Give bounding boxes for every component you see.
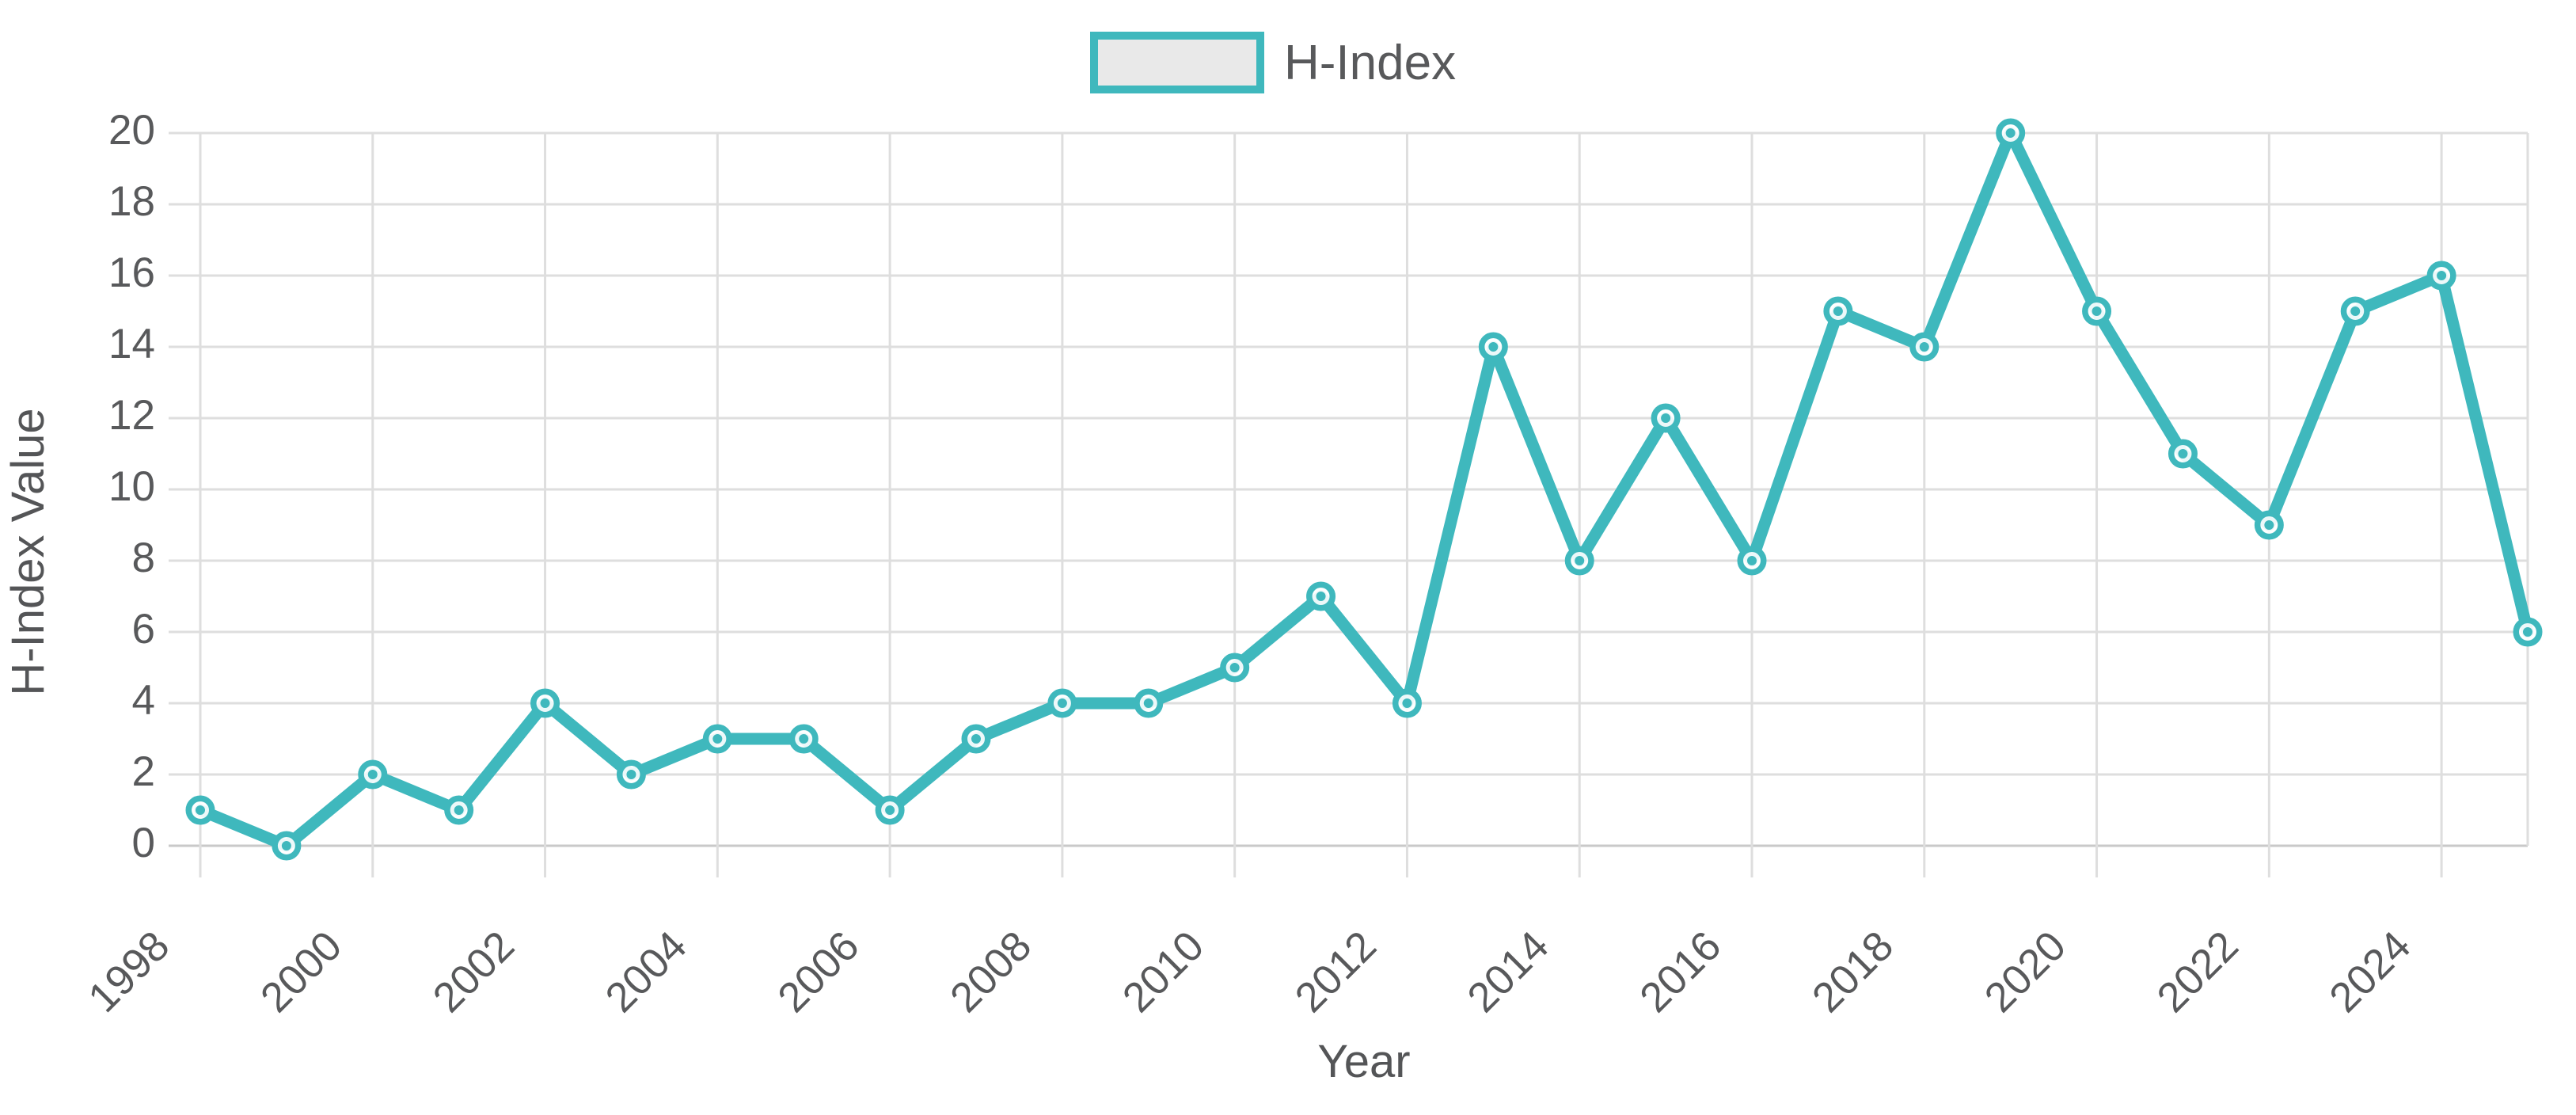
data-point-inner-ring: [881, 801, 899, 819]
y-tick-label: 6: [132, 606, 155, 653]
y-tick-label: 4: [132, 677, 155, 724]
x-tick-label: 2010: [1114, 923, 1213, 1022]
data-point[interactable]: [2082, 296, 2112, 326]
data-point[interactable]: [1220, 653, 1250, 683]
data-point-inner-ring: [622, 766, 640, 783]
y-tick-label: 14: [108, 321, 155, 367]
data-point[interactable]: [2513, 617, 2543, 647]
x-axis-title: Year: [1317, 1036, 1410, 1087]
data-point-inner-ring: [2519, 623, 2536, 641]
series-line: [194, 127, 2534, 852]
data-point-inner-ring: [2001, 124, 2019, 142]
data-point-inner-ring: [277, 837, 295, 854]
data-point[interactable]: [530, 688, 560, 718]
y-tick-label: 8: [132, 535, 155, 581]
grid-layer: [169, 131, 2529, 877]
data-point[interactable]: [272, 831, 302, 861]
data-point[interactable]: [1134, 688, 1164, 718]
legend-label: H-Index: [1284, 35, 1457, 90]
data-point[interactable]: [788, 724, 819, 754]
data-point[interactable]: [1392, 688, 1422, 718]
data-point-inner-ring: [795, 730, 813, 748]
data-point[interactable]: [1047, 688, 1077, 718]
data-point-inner-ring: [363, 766, 382, 783]
data-point-inner-ring: [1225, 659, 1244, 676]
x-tick-label: 2024: [2321, 923, 2420, 1022]
data-point[interactable]: [185, 795, 215, 825]
data-point[interactable]: [2426, 261, 2456, 291]
data-point[interactable]: [875, 795, 905, 825]
y-tick-label: 18: [108, 178, 155, 225]
data-point[interactable]: [1909, 332, 1940, 362]
legend-swatch: [1090, 32, 1264, 93]
y-tick-label: 2: [132, 748, 155, 795]
data-point[interactable]: [616, 759, 646, 790]
data-point[interactable]: [2254, 510, 2284, 540]
data-point-inner-ring: [1053, 694, 1071, 712]
data-point-inner-ring: [2174, 445, 2192, 462]
data-point-inner-ring: [1829, 303, 1847, 320]
data-point[interactable]: [2168, 439, 2198, 469]
data-point-inner-ring: [709, 730, 727, 748]
x-tick-label: 2012: [1286, 923, 1385, 1022]
data-point-inner-ring: [1571, 552, 1589, 569]
y-tick-label: 12: [108, 392, 155, 439]
data-point-inner-ring: [1657, 409, 1675, 427]
series-layer: [185, 118, 2543, 861]
x-tick-label: 2022: [2149, 923, 2247, 1022]
data-point-inner-ring: [1312, 588, 1330, 605]
data-point-inner-ring: [1484, 338, 1503, 356]
data-point-inner-ring: [967, 730, 985, 748]
x-tick-label: 2018: [1803, 923, 1902, 1022]
data-point-inner-ring: [192, 801, 209, 819]
data-point[interactable]: [961, 724, 991, 754]
data-point-inner-ring: [536, 694, 554, 712]
data-point-inner-ring: [2260, 516, 2278, 534]
y-tick-label: 20: [108, 107, 155, 154]
data-point[interactable]: [444, 795, 474, 825]
x-tick-label: 2002: [424, 923, 523, 1022]
x-tick-label: 2004: [597, 923, 696, 1022]
data-point-inner-ring: [1398, 694, 1416, 712]
x-tick-label: 2008: [941, 923, 1040, 1022]
x-tick-label: 2020: [1976, 923, 2075, 1022]
data-point-inner-ring: [2088, 303, 2106, 320]
data-point[interactable]: [1737, 546, 1767, 576]
data-point[interactable]: [358, 759, 388, 790]
x-tick-label: 2014: [1459, 923, 1558, 1022]
data-point[interactable]: [702, 724, 732, 754]
data-point[interactable]: [1564, 546, 1594, 576]
y-tick-label: 10: [108, 463, 155, 510]
data-point-inner-ring: [2433, 267, 2451, 284]
data-point[interactable]: [1478, 332, 1508, 362]
x-tick-label: 2006: [769, 923, 868, 1022]
data-point[interactable]: [1651, 403, 1681, 433]
y-axis-title: H-Index Value: [2, 408, 54, 695]
x-tick-label: 2000: [252, 923, 351, 1022]
data-point[interactable]: [1306, 581, 1336, 611]
data-point-inner-ring: [2346, 303, 2365, 320]
data-point-inner-ring: [1139, 694, 1157, 712]
x-tick-label: 2016: [1631, 923, 1730, 1022]
data-point-inner-ring: [1915, 338, 1933, 356]
x-tick-label: 1998: [79, 923, 178, 1022]
y-tick-label: 16: [108, 249, 155, 296]
data-point-inner-ring: [1743, 552, 1761, 569]
data-point[interactable]: [1996, 118, 2026, 148]
legend-item-h-index[interactable]: H-Index: [1090, 32, 1456, 93]
data-point[interactable]: [1823, 296, 1853, 326]
y-tick-label: 0: [132, 820, 155, 866]
data-point-inner-ring: [450, 801, 468, 819]
data-point[interactable]: [2340, 296, 2370, 326]
